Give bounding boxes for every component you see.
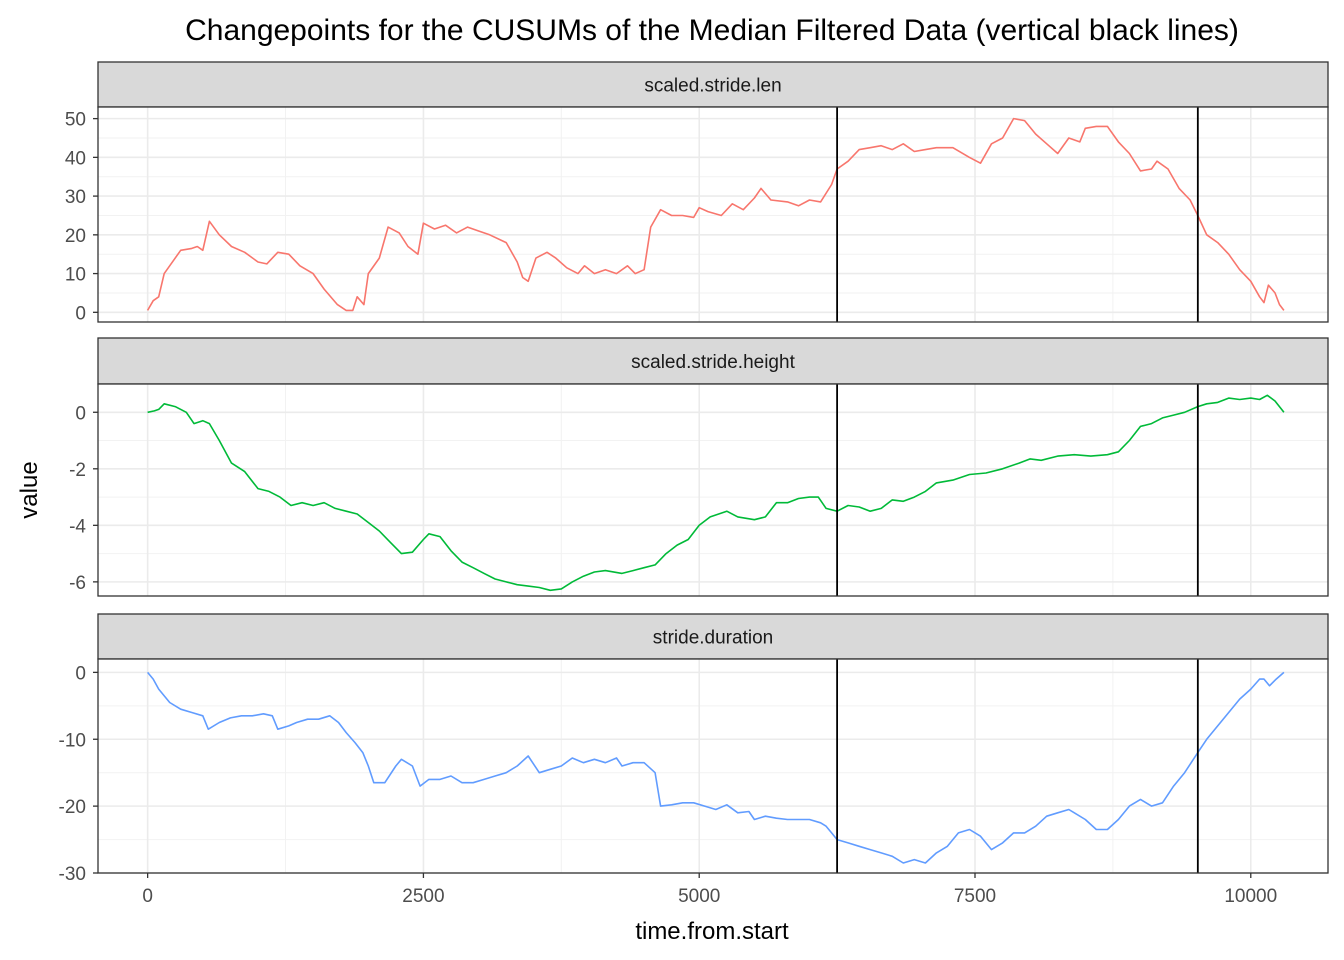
- y-tick-label: -4: [69, 516, 86, 537]
- series-line-scaled-stride-height: [147, 394, 1285, 592]
- panel-scaled-stride-len: scaled.stride.len 0 10 20 30 40 50: [65, 61, 1329, 324]
- y-tick-label: -30: [59, 864, 86, 885]
- panel-border: [97, 658, 1329, 874]
- facet-strip-label: scaled.stride.height: [631, 352, 795, 373]
- facet-strip-label: stride.duration: [653, 628, 773, 649]
- panel-scaled-stride-height: scaled.stride.height 0 -2 -4 -6: [69, 337, 1329, 597]
- panel-background: [98, 384, 1328, 596]
- y-tick-label: -6: [69, 573, 86, 594]
- panel-border: [97, 106, 1329, 323]
- y-tick-label: -20: [59, 797, 86, 818]
- series-line-stride-duration: [146, 671, 1285, 864]
- y-tick-label: 30: [65, 187, 86, 208]
- x-tick-label: 10000: [1224, 886, 1277, 907]
- y-tick-label: -2: [69, 460, 86, 481]
- x-tick-label: 7500: [954, 886, 996, 907]
- facet-strip: [97, 61, 1329, 108]
- y-tick-label: 0: [75, 663, 86, 684]
- panel-background: [98, 659, 1328, 873]
- y-tick-label: 20: [65, 226, 86, 247]
- x-tick-label: 0: [142, 886, 153, 907]
- y-tick-label: 0: [75, 403, 86, 424]
- panel-border: [97, 383, 1329, 597]
- series-line-scaled-stride-len: [146, 117, 1285, 312]
- x-tick-label: 2500: [402, 886, 444, 907]
- facet-strip-label: scaled.stride.len: [644, 76, 781, 97]
- facet-strip: [97, 613, 1329, 660]
- panel-background: [98, 107, 1328, 322]
- y-axis-title: value: [16, 461, 43, 518]
- y-tick-label: 50: [65, 110, 86, 131]
- chart-title: Changepoints for the CUSUMs of the Media…: [185, 14, 1239, 47]
- x-axis: 0 2500 5000 7500 10000: [142, 873, 1277, 907]
- panel-stride-duration: stride.duration 0 -10 -20 -30: [59, 613, 1329, 885]
- y-tick-label: 10: [65, 265, 86, 286]
- x-axis-title: time.from.start: [635, 918, 789, 945]
- y-tick-label: -10: [59, 730, 86, 751]
- y-tick-label: 40: [65, 148, 86, 169]
- x-tick-label: 5000: [678, 886, 720, 907]
- y-tick-label: 0: [75, 303, 86, 324]
